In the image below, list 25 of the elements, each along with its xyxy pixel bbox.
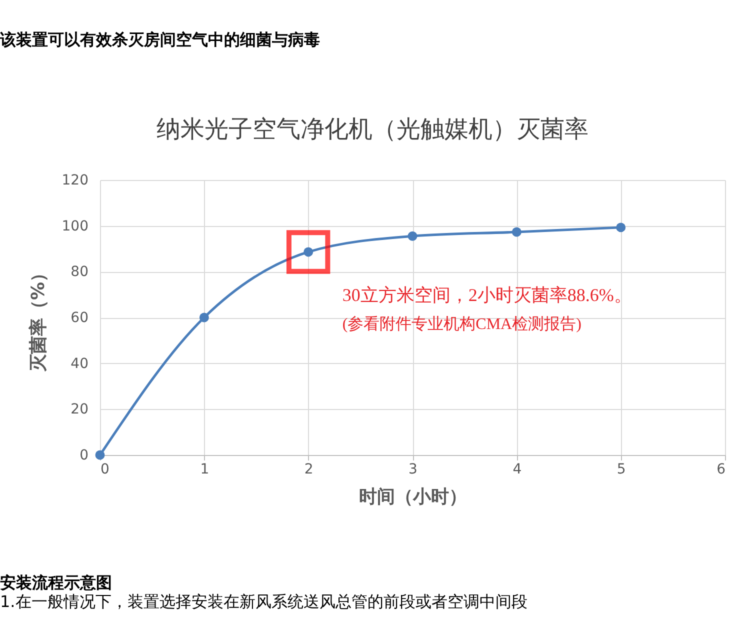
chart-subtitle: 该装置可以有效杀灭房间空气中的细菌与病毒 [0,30,320,49]
x-tick-label: 5 [616,462,626,478]
y-tick-label: 40 [70,356,88,372]
text: 1.在一般情况下，装置选择安装在新风系统送风总管的前段或者空调中间段 [0,592,528,611]
annotation: 30立方米空间，2小时灭菌率88.6%。 (参看附件专业机构CMA检测报告) [342,284,632,333]
y-tick-label: 0 [80,448,88,464]
x-tick-label: 2 [304,462,314,478]
point [199,312,209,322]
y-tick-label: 20 [70,402,88,418]
point [408,231,418,241]
text: 安装流程示意图 [0,573,112,592]
y-tick-label: 120 [62,172,88,188]
point [616,222,626,232]
y-tick-label: 100 [62,218,88,234]
y-tick-label: 60 [70,310,88,326]
y-axis-title: 灭菌率（%） [28,264,49,372]
x-axis-title: 时间（小时） [359,486,467,508]
y-tick-label: 80 [70,264,88,280]
point [512,227,522,237]
x-tick-label: 6 [716,462,726,478]
x-tick-label: 4 [512,462,522,478]
x-tick-label: 0 [100,462,110,478]
x-tick-label: 3 [408,462,418,478]
x-tick-label: 1 [200,462,210,478]
chart-title: 纳米光子空气净化机（光触媒机）灭菌率 [156,115,588,143]
